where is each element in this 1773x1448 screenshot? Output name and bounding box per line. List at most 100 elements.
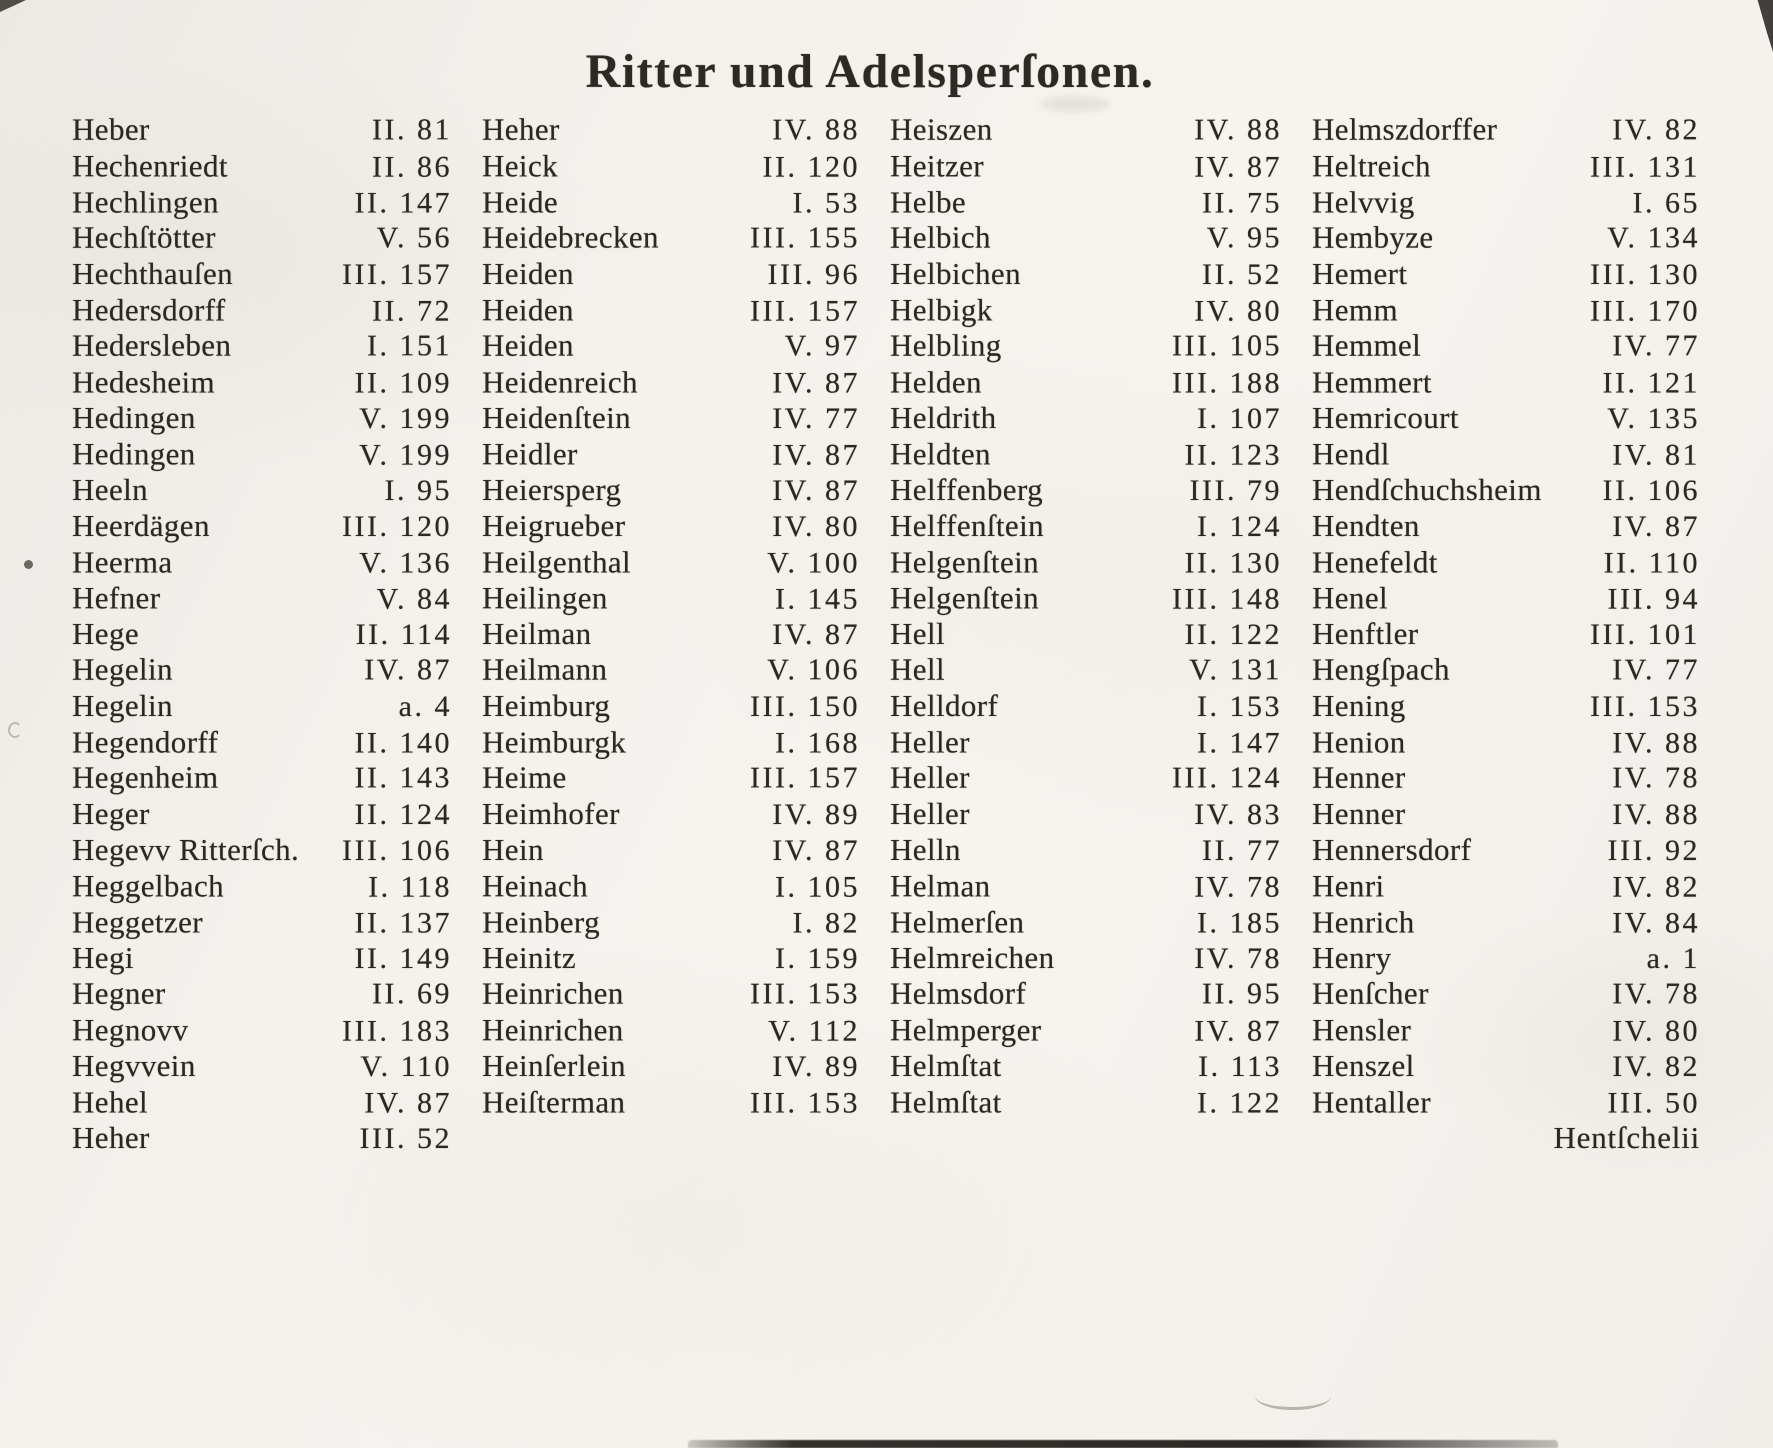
entry-ref: IV. 78: [1612, 761, 1701, 795]
index-row: Helmſtat I. 113: [890, 1048, 1282, 1084]
index-row: Hechthauſen III. 157: [72, 256, 452, 292]
entry-name: Heidenſtein: [482, 400, 632, 435]
index-row: Hensler IV. 80: [1312, 1012, 1700, 1048]
entry-ref: II. 137: [354, 906, 452, 940]
entry-name: Hemmel: [1311, 327, 1422, 363]
index-row: Heller IV. 83: [890, 796, 1282, 832]
index-row: Heerma V. 136: [72, 544, 452, 580]
entry-ref: I. 145: [774, 582, 861, 616]
index-row: Hengſpach IV. 77: [1312, 651, 1700, 688]
index-row: Heerdägen III. 120: [72, 508, 452, 544]
entry-ref: III. 153: [750, 1086, 860, 1120]
entry-name: Helmſtat: [890, 1048, 1002, 1083]
entry-name: Hengſpach: [1311, 651, 1450, 687]
entry-ref: IV. 87: [772, 834, 860, 867]
index-row: Henri IV. 82: [1312, 868, 1700, 904]
entry-name: Heinberg: [482, 904, 600, 940]
entry-ref: IV. 77: [1612, 329, 1701, 363]
index-row: Heinberg I. 82: [482, 904, 860, 940]
entry-name: Heick: [481, 148, 559, 184]
entry-ref: II. 95: [1201, 977, 1283, 1011]
entry-name: Heinach: [481, 868, 589, 904]
index-row: Heber II. 81: [72, 111, 452, 148]
entry-name: Henel: [1311, 580, 1389, 616]
index-row: Heime III. 157: [482, 759, 860, 796]
entry-name: Heimhofer: [482, 796, 620, 831]
entry-ref: IV. 78: [1612, 977, 1701, 1011]
scan-artifact-top-left: [0, 0, 26, 12]
entry-name: Hegvvein: [72, 1048, 196, 1083]
entry-name: Heller: [890, 796, 970, 831]
entry-ref: III. 131: [1589, 150, 1701, 184]
entry-ref: IV. 80: [1612, 1014, 1701, 1048]
index-row: Helden III. 188: [890, 364, 1282, 400]
entry-name: Hechſtötter: [71, 219, 216, 255]
entry-ref: II. 147: [354, 186, 452, 220]
scan-artifact-left-dot: [24, 560, 33, 569]
entry-ref: III. 105: [1171, 329, 1283, 363]
index-row: Heimburg III. 150: [482, 688, 860, 724]
entry-name: Heeln: [72, 472, 149, 507]
index-row: Henrich IV. 84: [1312, 904, 1700, 940]
entry-ref: IV. 87: [364, 1086, 452, 1120]
index-row: Heller III. 124: [890, 759, 1282, 796]
entry-name: Hening: [1312, 688, 1406, 723]
index-row: Hegi II. 149: [72, 940, 452, 976]
index-row: Helldorf I. 153: [890, 688, 1282, 724]
entry-ref: III. 188: [1172, 366, 1282, 400]
entry-ref: II. 52: [1202, 258, 1282, 291]
entry-name: Heimburgk: [482, 724, 627, 760]
index-row: Heigrueber IV. 80: [482, 508, 860, 544]
entry-name: Heinrichen: [481, 975, 624, 1011]
entry-ref: III. 155: [749, 221, 861, 255]
index-row: Hedingen V. 199: [72, 400, 452, 436]
entry-name: Heber: [71, 111, 150, 147]
index-row: Hemert III. 130: [1312, 256, 1700, 292]
entry-name: Hemricourt: [1312, 400, 1459, 435]
index-row: Helbigk IV. 80: [890, 292, 1282, 328]
index-columns: Heber II. 81 Hechenriedt II. 86 Hechlingen II…: [72, 112, 1700, 1156]
index-row: Helmerſen I. 185: [890, 904, 1282, 940]
entry-ref: IV. 82: [1612, 870, 1701, 904]
entry-name: Hennersdorf: [1312, 832, 1472, 867]
index-row: Hege II. 114: [72, 616, 452, 652]
scan-artifact-top-right: [1757, 0, 1773, 52]
entry-ref: III. 96: [767, 258, 860, 291]
index-row: Helln II. 77: [890, 832, 1282, 868]
entry-ref: I. 118: [368, 870, 453, 904]
entry-ref: III. 94: [1607, 582, 1701, 616]
entry-name: Heiszen: [889, 111, 993, 147]
entry-name: Helbichen: [890, 256, 1021, 291]
entry-name: Heilman: [482, 616, 592, 651]
entry-ref: I. 124: [1197, 510, 1282, 543]
entry-ref: IV. 78: [1194, 942, 1282, 975]
index-row: Helmszdorffer IV. 82: [1312, 111, 1700, 148]
entry-ref: V. 136: [359, 546, 452, 580]
entry-name: Henrich: [1312, 904, 1415, 940]
index-row: Hendſchuchsheim II. 106: [1312, 472, 1700, 508]
entry-ref: IV. 81: [1612, 438, 1701, 472]
entry-name: Hechthauſen: [72, 256, 234, 291]
index-row: Hegenheim II. 143: [72, 759, 452, 796]
entry-ref: IV. 88: [1612, 798, 1700, 831]
entry-name: Hell: [890, 616, 945, 651]
index-row: Hegelin IV. 87: [72, 651, 452, 688]
entry-name: Hemert: [1312, 256, 1408, 291]
index-row: Heiszen IV. 88: [890, 111, 1282, 148]
entry-ref: II. 143: [354, 761, 453, 795]
entry-ref: V. 100: [767, 546, 860, 580]
entry-name: Helvvig: [1312, 184, 1415, 220]
index-row: Hedesheim II. 109: [72, 364, 452, 400]
entry-name: Helffenberg: [890, 472, 1044, 507]
entry-ref: I. 53: [792, 186, 860, 220]
entry-ref: II. 124: [354, 798, 452, 831]
entry-name: Hembyze: [1311, 219, 1434, 255]
index-row: Hechlingen II. 147: [72, 184, 452, 220]
entry-ref: III. 150: [750, 690, 860, 723]
index-row: Hemmert II. 121: [1312, 364, 1700, 400]
index-row: Hein IV. 87: [482, 832, 860, 868]
index-row: Hegevv Ritterſch. III. 106: [72, 832, 452, 868]
entry-ref: III. 148: [1171, 582, 1283, 616]
entry-name: Heldten: [889, 436, 991, 472]
entry-ref: V. 112: [768, 1014, 861, 1048]
